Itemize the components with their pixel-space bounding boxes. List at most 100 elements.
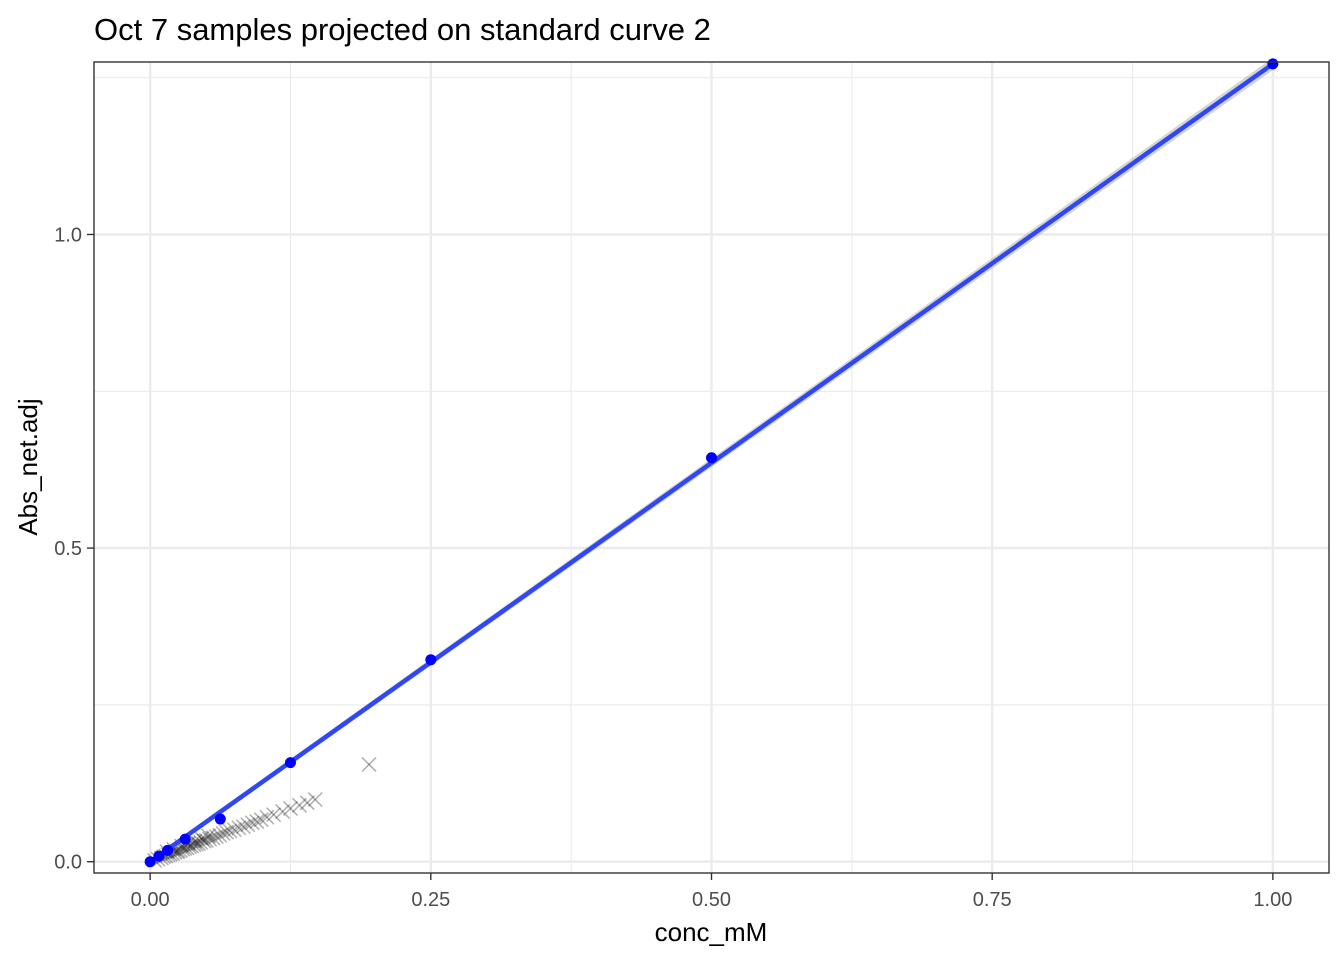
sample-marker-stroke <box>208 829 224 845</box>
sample-marker-stroke <box>299 795 315 811</box>
sample-marker-stroke <box>231 820 247 836</box>
standard-point <box>284 757 296 769</box>
sample-marker <box>188 836 204 852</box>
sample-marker-stroke <box>167 844 183 860</box>
sample-marker <box>307 792 323 808</box>
sample-marker-stroke <box>222 823 238 839</box>
standard-point <box>162 844 174 856</box>
sample-marker-stroke <box>235 819 251 835</box>
sample-marker <box>244 815 260 831</box>
sample-marker-stroke <box>205 830 221 846</box>
sample-marker-stroke <box>169 844 185 860</box>
sample-marker-stroke <box>175 841 191 857</box>
sample-marker-stroke <box>282 800 299 816</box>
sample-marker-stroke <box>165 845 181 862</box>
sample-marker <box>231 820 247 836</box>
sample-marker-stroke <box>179 840 195 856</box>
sample-marker-stroke <box>186 837 202 853</box>
sample-marker-stroke <box>266 807 282 823</box>
sample-marker-stroke <box>253 812 269 828</box>
sample-marker-stroke <box>198 832 214 848</box>
sample-marker <box>187 833 203 849</box>
sample-marker <box>259 809 275 825</box>
standard-point <box>1267 58 1279 70</box>
sample-marker-stroke <box>177 840 193 857</box>
y-axis: 0.0 0.5 1.0 <box>54 224 94 874</box>
sample-marker-stroke <box>218 824 235 840</box>
x-tick-label: 0.00 <box>131 889 170 911</box>
sample-marker-stroke <box>244 815 260 831</box>
major-gridlines <box>94 62 1329 873</box>
chart-title: Oct 7 samples projected on standard curv… <box>94 12 711 47</box>
sample-marker-stroke <box>172 842 189 858</box>
x-tick-label: 0.50 <box>692 889 731 911</box>
sample-marker-stroke <box>187 833 203 849</box>
sample-marker-stroke <box>212 827 228 843</box>
standard-point <box>153 850 165 862</box>
sample-marker-stroke <box>275 803 291 820</box>
plot-panel <box>93 57 1330 874</box>
sample-marker <box>218 824 235 840</box>
sample-marker <box>215 825 231 842</box>
sample-marker-stroke <box>266 807 282 823</box>
sample-marker-stroke <box>226 822 242 838</box>
sample-marker-stroke <box>249 814 265 830</box>
sample-marker-stroke <box>196 833 212 849</box>
sample-marker <box>291 797 308 813</box>
standard-point <box>144 856 156 868</box>
sample-marker-stroke <box>198 832 214 848</box>
standard-point <box>214 813 226 825</box>
sample-marker <box>235 819 251 835</box>
sample-marker-stroke <box>235 819 251 835</box>
sample-marker-stroke <box>240 817 256 833</box>
sample-marker-stroke <box>187 833 203 849</box>
sample-marker-stroke <box>166 841 182 857</box>
sample-marker-stroke <box>249 814 265 830</box>
standard-point <box>425 654 437 666</box>
sample-marker <box>226 822 242 838</box>
sample-marker-stroke <box>188 836 204 852</box>
sample-marker-stroke <box>190 835 206 852</box>
standard-points <box>144 58 1279 868</box>
y-axis-title: Abs_net.adj <box>13 398 43 535</box>
sample-marker-stroke <box>194 830 210 847</box>
sample-marker-stroke <box>299 795 315 811</box>
sample-marker <box>190 835 206 852</box>
sample-marker-stroke <box>193 834 209 850</box>
y-tick-label: 0.5 <box>54 538 82 560</box>
sample-marker-stroke <box>194 830 210 847</box>
sample-marker <box>177 840 193 857</box>
sample-marker-stroke <box>244 815 260 831</box>
sample-marker-stroke <box>190 835 206 852</box>
sample-marker <box>275 803 291 820</box>
sample-marker <box>212 827 228 843</box>
sample-marker-stroke <box>307 792 323 808</box>
sample-marker-stroke <box>202 831 218 847</box>
sample-marker-stroke <box>231 820 247 836</box>
sample-marker-stroke <box>193 834 209 850</box>
x-tick-label: 0.75 <box>973 889 1012 911</box>
sample-marker-stroke <box>259 809 275 825</box>
x-axis-title: conc_mM <box>655 917 768 947</box>
sample-marker-stroke <box>200 828 217 844</box>
sample-marker-stroke <box>226 822 242 838</box>
sample-marker-stroke <box>202 831 218 847</box>
sample-marker <box>198 832 214 848</box>
sample-marker-stroke <box>205 830 221 846</box>
x-axis: 0.00 0.25 0.50 0.75 1.00 <box>131 873 1292 911</box>
sample-marker-stroke <box>259 809 275 825</box>
sample-marker <box>282 800 299 816</box>
sample-marker-stroke <box>177 840 193 857</box>
sample-marker-stroke <box>307 792 323 808</box>
y-tick-label: 0.0 <box>54 852 82 874</box>
sample-marker-stroke <box>196 833 212 849</box>
sample-marker <box>200 828 217 844</box>
sample-marker-stroke <box>361 756 377 773</box>
sample-marker <box>249 814 265 830</box>
sample-marker-stroke <box>208 829 224 845</box>
standard-point <box>706 452 717 464</box>
sample-marker-stroke <box>240 817 256 833</box>
sample-marker <box>222 823 238 839</box>
sample-marker-stroke <box>170 843 186 859</box>
